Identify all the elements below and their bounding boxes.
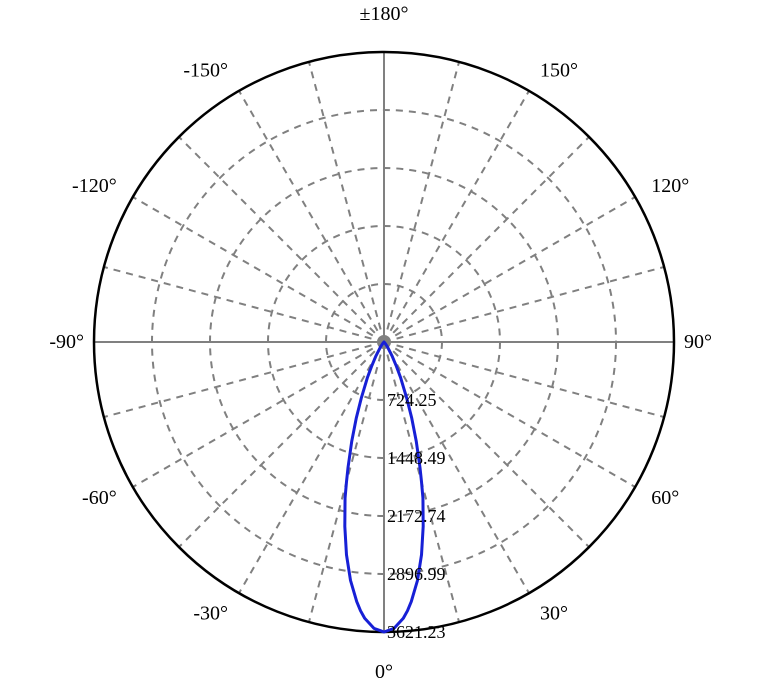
- radial-label: 2896.99: [387, 564, 446, 584]
- angle-label: 150°: [540, 60, 578, 82]
- angle-label: -60°: [82, 487, 117, 509]
- angle-label: -30°: [193, 602, 228, 624]
- angle-label: 120°: [651, 175, 689, 197]
- radial-label: 1448.49: [387, 448, 446, 468]
- angle-label: -90°: [49, 331, 84, 353]
- radial-label: 3621.23: [387, 622, 446, 642]
- angle-label: 30°: [540, 602, 568, 624]
- radial-label: 724.25: [387, 390, 437, 410]
- angle-label: ±180°: [360, 3, 409, 25]
- angle-label: 0°: [375, 661, 393, 683]
- angle-label: 90°: [684, 331, 712, 353]
- radial-label: 2172.74: [387, 506, 446, 526]
- angle-label: -150°: [183, 60, 228, 82]
- angle-label: 60°: [651, 487, 679, 509]
- angle-label: -120°: [72, 175, 117, 197]
- polar-chart: 724.25 1448.49 2172.74 2896.99 3621.23 ±180° 1…: [0, 0, 769, 685]
